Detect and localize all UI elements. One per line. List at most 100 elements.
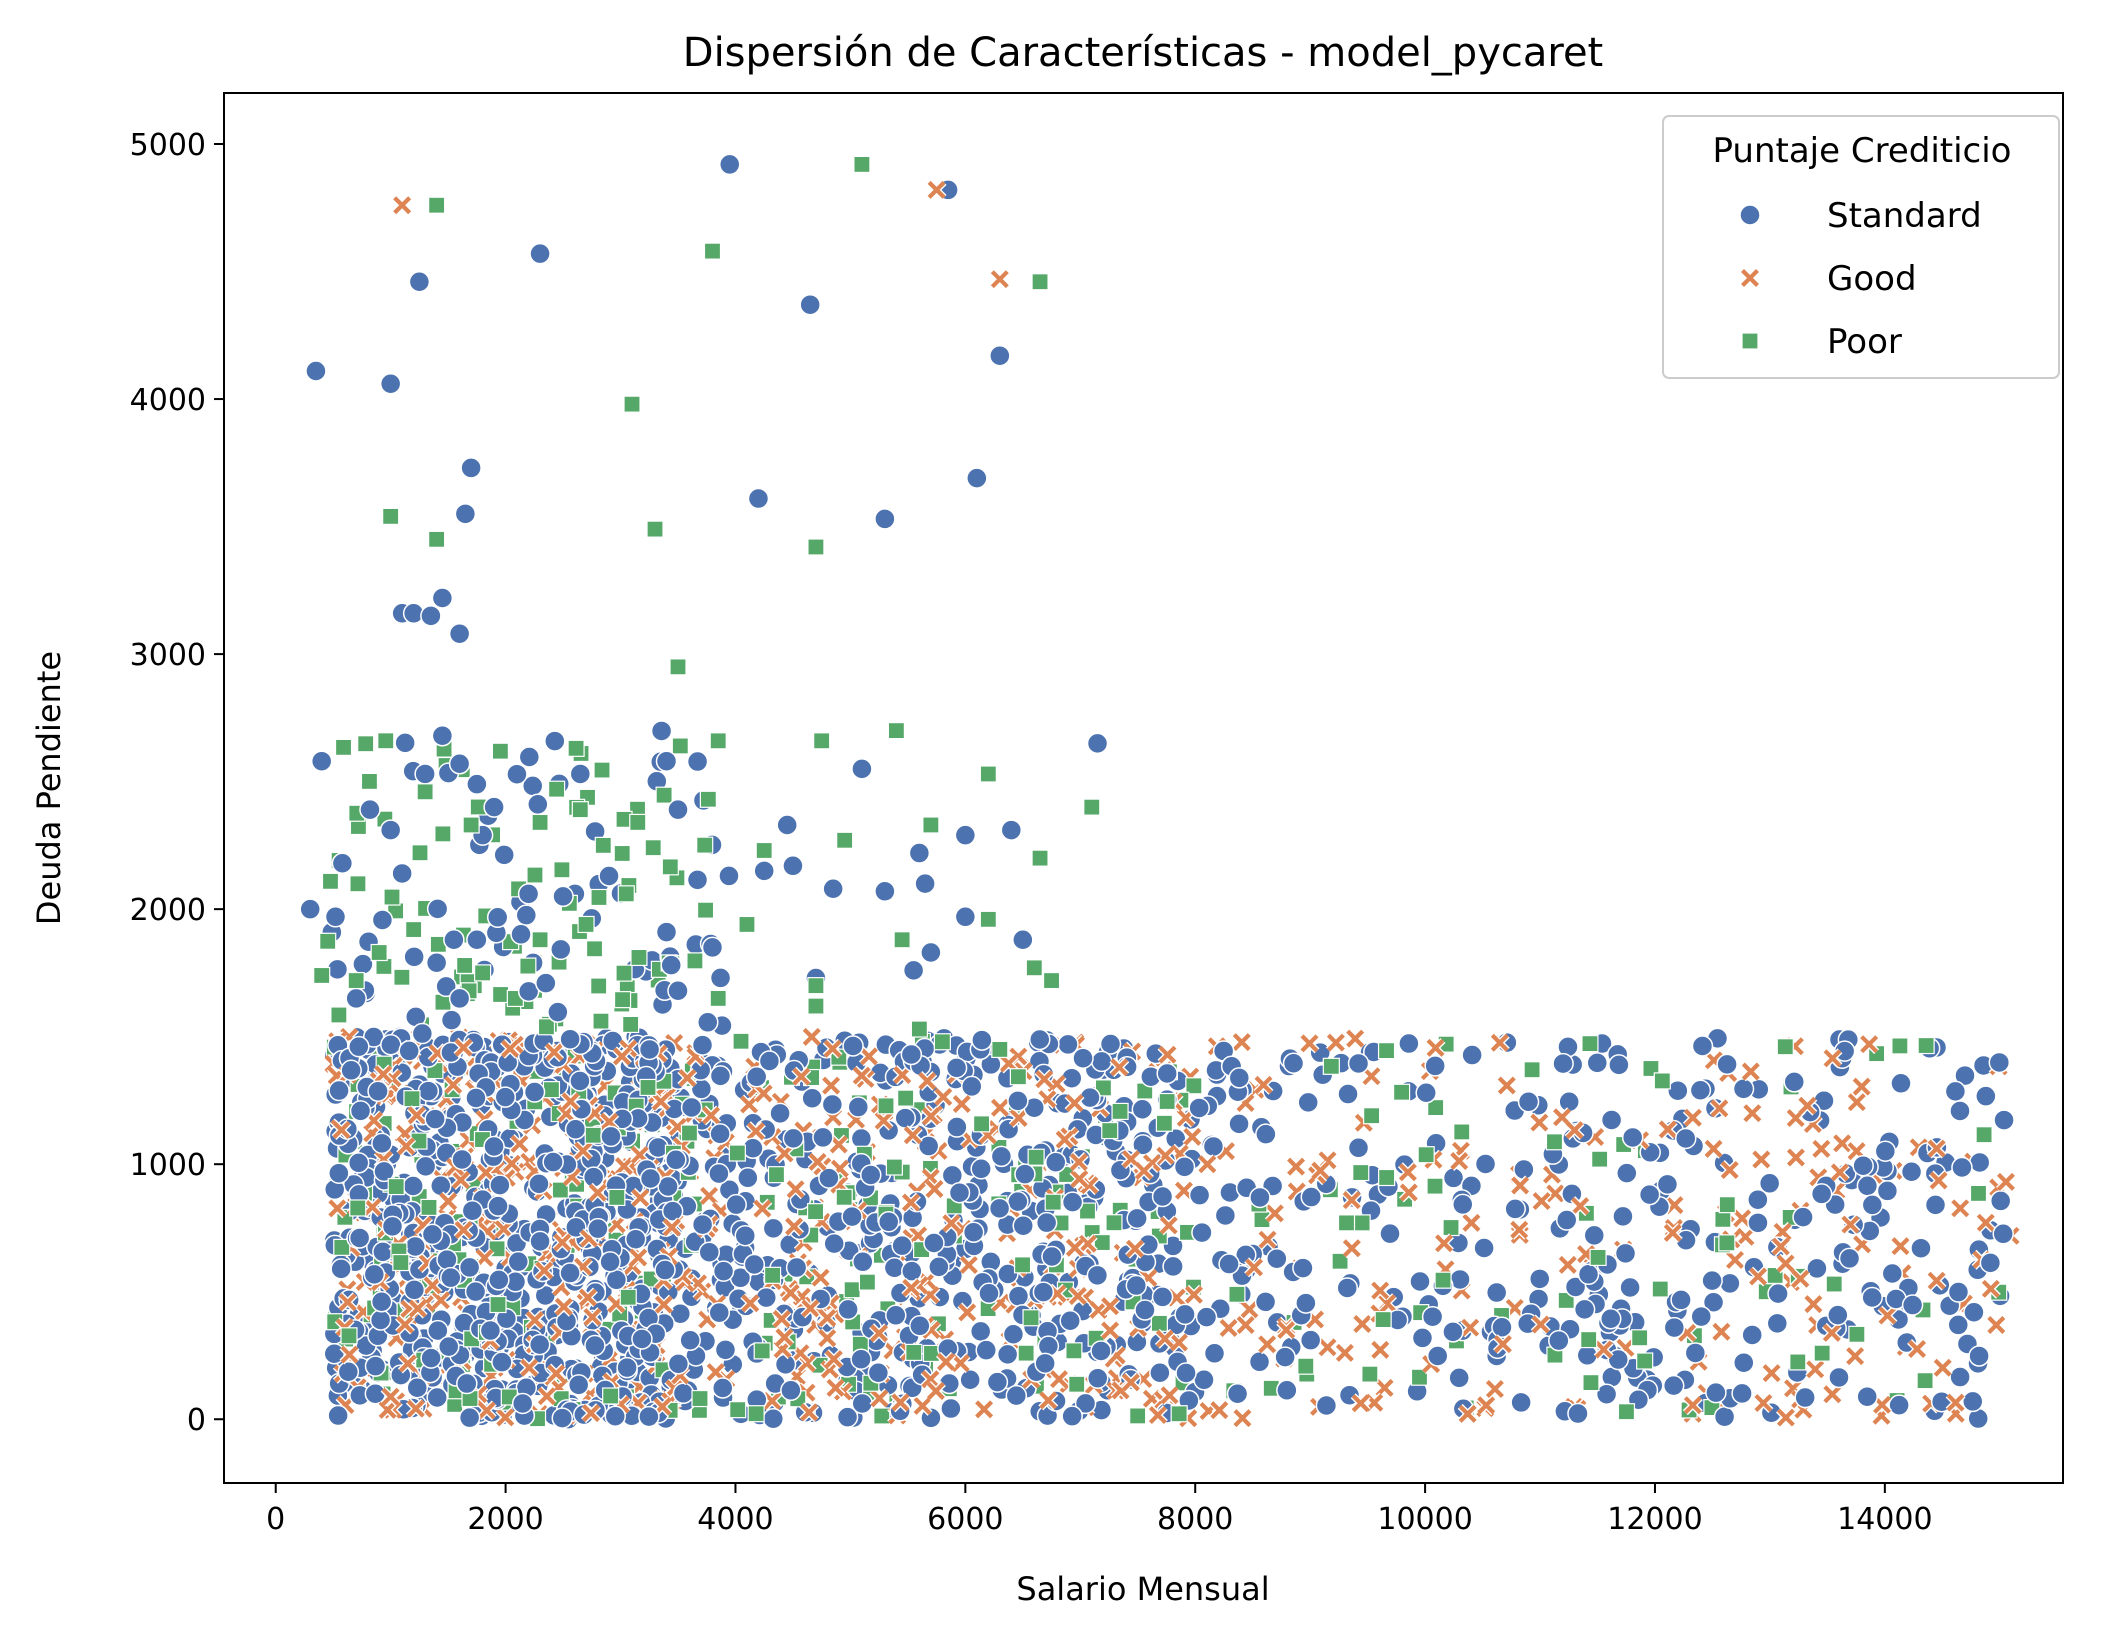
data-point-poor: [1776, 1038, 1794, 1056]
legend-marker-standard: [1739, 204, 1761, 226]
data-point-poor: [1374, 1310, 1392, 1329]
data-point-standard: [1151, 1286, 1174, 1308]
data-point-good: [1159, 1385, 1180, 1406]
data-point-standard: [1558, 1091, 1580, 1113]
data-point-good: [1341, 1238, 1362, 1259]
data-point-standard: [1564, 1276, 1587, 1298]
data-point-standard: [660, 954, 682, 976]
data-point-standard: [483, 796, 505, 818]
data-point-standard: [667, 980, 689, 1002]
data-point-standard: [1586, 1052, 1609, 1074]
plot-frame: [223, 92, 2064, 1484]
data-point-good: [1790, 1268, 1811, 1289]
data-point-good: [1341, 1190, 1362, 1211]
data-point-standard: [1426, 1345, 1449, 1367]
data-point-poor: [877, 1097, 895, 1115]
data-point-poor: [602, 1387, 620, 1405]
data-point-standard: [818, 1167, 840, 1189]
data-point-standard: [701, 936, 724, 959]
data-point-good: [1950, 1198, 1971, 1219]
data-point-good: [1821, 1322, 1842, 1343]
data-point-standard: [458, 1406, 481, 1429]
data-point-good: [1510, 1175, 1531, 1196]
data-point-poor: [644, 839, 662, 857]
data-point-good: [1449, 1151, 1470, 1171]
data-point-standard: [1992, 1223, 2014, 1245]
data-point-poor: [590, 888, 608, 907]
data-point-standard: [1254, 1291, 1277, 1313]
data-point-standard: [988, 1197, 1011, 1220]
data-point-standard: [1061, 1405, 1083, 1427]
data-point-standard: [1684, 1342, 1707, 1364]
data-point-good: [380, 1386, 401, 1407]
data-point-poor: [619, 1288, 637, 1306]
y-tick-label: 3000: [130, 638, 206, 673]
data-point-poor: [313, 966, 331, 985]
data-point-standard: [1949, 1100, 1971, 1122]
data-point-poor: [1363, 1107, 1381, 1125]
data-point-standard: [440, 1009, 463, 1031]
data-point-poor: [1093, 1233, 1111, 1252]
data-point-standard: [349, 1100, 372, 1122]
data-point-standard: [914, 872, 936, 895]
data-point-poor: [526, 866, 544, 884]
data-point-poor: [1068, 1375, 1086, 1393]
data-point-standard: [836, 1406, 859, 1428]
data-point-standard: [1415, 1081, 1437, 1104]
data-point-poor: [1042, 971, 1061, 990]
data-point-standard: [680, 1096, 703, 1119]
data-point-standard: [299, 898, 321, 920]
data-point-standard: [1949, 1366, 1971, 1388]
data-point-good: [1709, 1098, 1730, 1119]
data-point-standard: [1347, 1137, 1370, 1159]
data-point-standard: [367, 1080, 389, 1102]
data-point-poor: [1426, 1177, 1444, 1195]
data-point-good: [1753, 1393, 1774, 1414]
data-point-good: [395, 1314, 415, 1335]
data-point-standard: [1035, 1211, 1058, 1234]
data-point-standard: [867, 1362, 890, 1384]
data-point-good: [1907, 1338, 1928, 1359]
data-point-good: [534, 1260, 555, 1281]
data-point-standard: [424, 1108, 446, 1130]
data-point-poor: [491, 985, 510, 1004]
legend-label-standard: Standard: [1827, 196, 1982, 236]
data-point-poor: [592, 1012, 610, 1030]
data-point-standard: [1810, 1183, 1833, 1205]
data-point-standard: [394, 732, 416, 754]
data-point-standard: [712, 1260, 735, 1282]
data-point-poor: [738, 915, 756, 934]
data-point-standard: [667, 798, 689, 821]
data-point-good: [1286, 1156, 1307, 1177]
legend-label-poor: Poor: [1827, 322, 1902, 362]
data-point-standard: [1424, 1055, 1446, 1077]
data-point-good: [1317, 1337, 1338, 1358]
data-point-good: [1064, 1093, 1085, 1114]
data-point-good: [1034, 1069, 1055, 1090]
data-point-standard: [847, 1096, 870, 1118]
data-point-good: [1785, 1147, 1806, 1168]
data-point-standard: [1656, 1173, 1679, 1196]
data-point-poor: [623, 395, 641, 413]
data-point-standard: [1954, 1064, 1976, 1087]
data-point-standard: [1662, 1374, 1685, 1397]
data-point-standard: [1086, 732, 1109, 755]
legend-label-good: Good: [1827, 259, 1917, 299]
data-point-poor: [462, 816, 480, 834]
data-point-standard: [489, 1174, 511, 1196]
data-point-poor: [392, 1253, 410, 1272]
data-point-standard: [1473, 1237, 1495, 1259]
data-point-standard: [718, 865, 740, 887]
data-point-standard: [550, 938, 572, 961]
data-point-poor: [405, 920, 423, 939]
data-point-poor: [420, 1198, 438, 1217]
data-point-standard: [874, 508, 896, 530]
data-point-standard: [1295, 1292, 1317, 1314]
data-point-standard: [1188, 1097, 1210, 1119]
data-point-good: [474, 1247, 495, 1268]
data-point-good: [1276, 1319, 1297, 1340]
data-point-good: [1182, 1126, 1203, 1147]
data-point-good: [397, 1353, 418, 1374]
data-point-standard: [448, 753, 471, 775]
data-point-standard: [691, 1034, 714, 1056]
